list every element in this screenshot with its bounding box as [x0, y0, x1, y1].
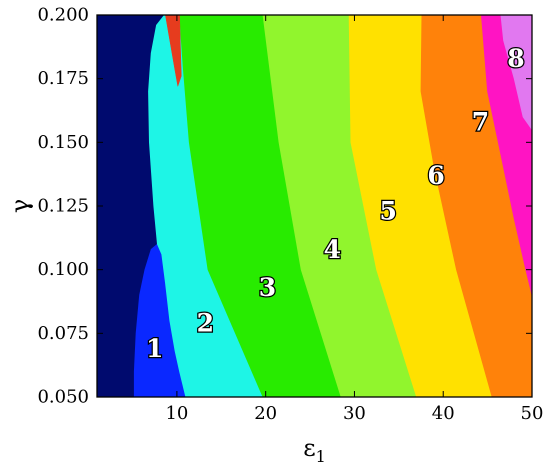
y-tick-label: 0.075 [37, 323, 89, 344]
x-tick-label: 20 [254, 403, 277, 424]
region-label-5: 5 [379, 197, 396, 226]
region-label-3: 3 [259, 273, 276, 302]
y-tick-label: 0.175 [37, 68, 89, 89]
x-tick-label: 10 [165, 403, 188, 424]
x-axis-label: ε1 [303, 434, 326, 466]
region-label-7: 7 [472, 108, 489, 137]
x-tick-label: 40 [432, 403, 455, 424]
y-tick-label: 0.100 [37, 259, 89, 280]
region-label-2: 2 [197, 309, 214, 338]
region-labels-layer: 1 2 3 4 5 67 8 [145, 43, 526, 365]
x-tick-label: 50 [521, 403, 544, 424]
x-tick-label: 30 [343, 403, 366, 424]
ticks-layer: 10 20 30 40 50 0.050 0.075 0.100 0.125 0.150 0.175… [37, 5, 543, 425]
y-tick-label: 0.125 [37, 196, 89, 217]
y-tick-label: 0.200 [37, 5, 89, 26]
region-8 [500, 15, 532, 131]
y-tick-label: 0.050 [37, 387, 89, 408]
region-label-8: 8 [507, 44, 524, 73]
regions-layer [133, 15, 532, 397]
region-label-1: 1 [146, 334, 163, 363]
y-tick-label: 0.150 [37, 132, 89, 153]
region-label-6: 6 [427, 161, 444, 190]
region-label-4: 4 [324, 235, 341, 264]
y-axis-label: γ [6, 199, 34, 213]
boundary-accent-0 [165, 15, 182, 87]
